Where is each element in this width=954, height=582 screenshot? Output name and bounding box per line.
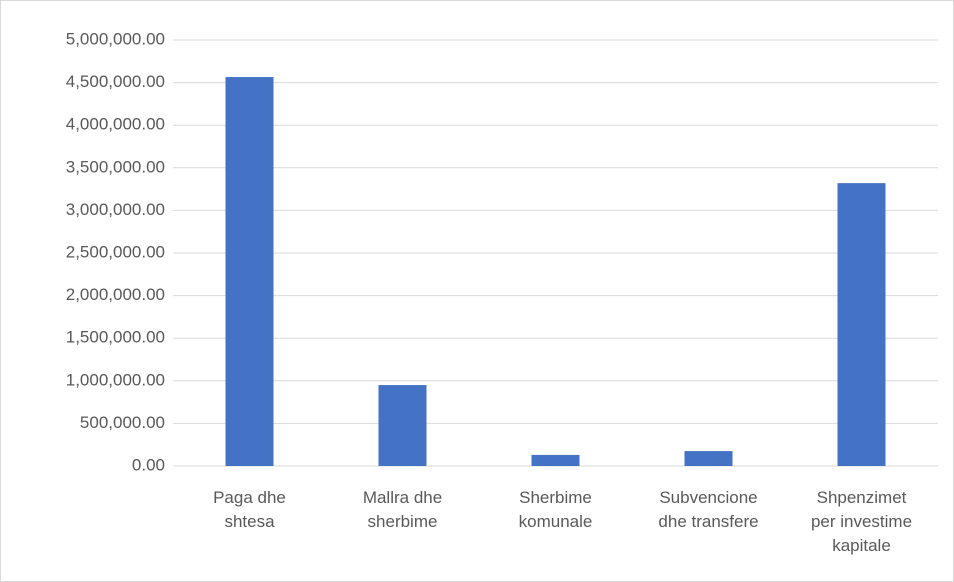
- bar: [684, 451, 733, 466]
- x-tick-label: Shpenzimet per investime kapitale: [810, 488, 913, 555]
- x-tick-label: Mallra dhe sherbime: [362, 488, 443, 531]
- y-tick-label: 5,000,000.00: [66, 29, 165, 48]
- bar: [531, 454, 580, 466]
- bar: [378, 385, 427, 466]
- y-tick-label: 3,500,000.00: [66, 157, 165, 176]
- y-tick-label: 500,000.00: [80, 413, 165, 432]
- x-tick-label: Paga dhe shtesa: [213, 488, 286, 531]
- x-tick-label: Subvencione dhe transfere: [658, 488, 759, 531]
- y-tick-label: 1,500,000.00: [66, 328, 165, 347]
- y-tick-label: 1,000,000.00: [66, 370, 165, 389]
- x-tick-label: Sherbime komunale: [518, 488, 593, 531]
- bar: [225, 77, 274, 466]
- y-tick-label: 2,000,000.00: [66, 285, 165, 304]
- y-tick-label: 3,000,000.00: [66, 200, 165, 219]
- y-tick-label: 4,000,000.00: [66, 115, 165, 134]
- y-tick-label: 4,500,000.00: [66, 72, 165, 91]
- y-tick-label: 0.00: [132, 455, 165, 474]
- bar: [837, 183, 886, 467]
- y-tick-label: 2,500,000.00: [66, 242, 165, 261]
